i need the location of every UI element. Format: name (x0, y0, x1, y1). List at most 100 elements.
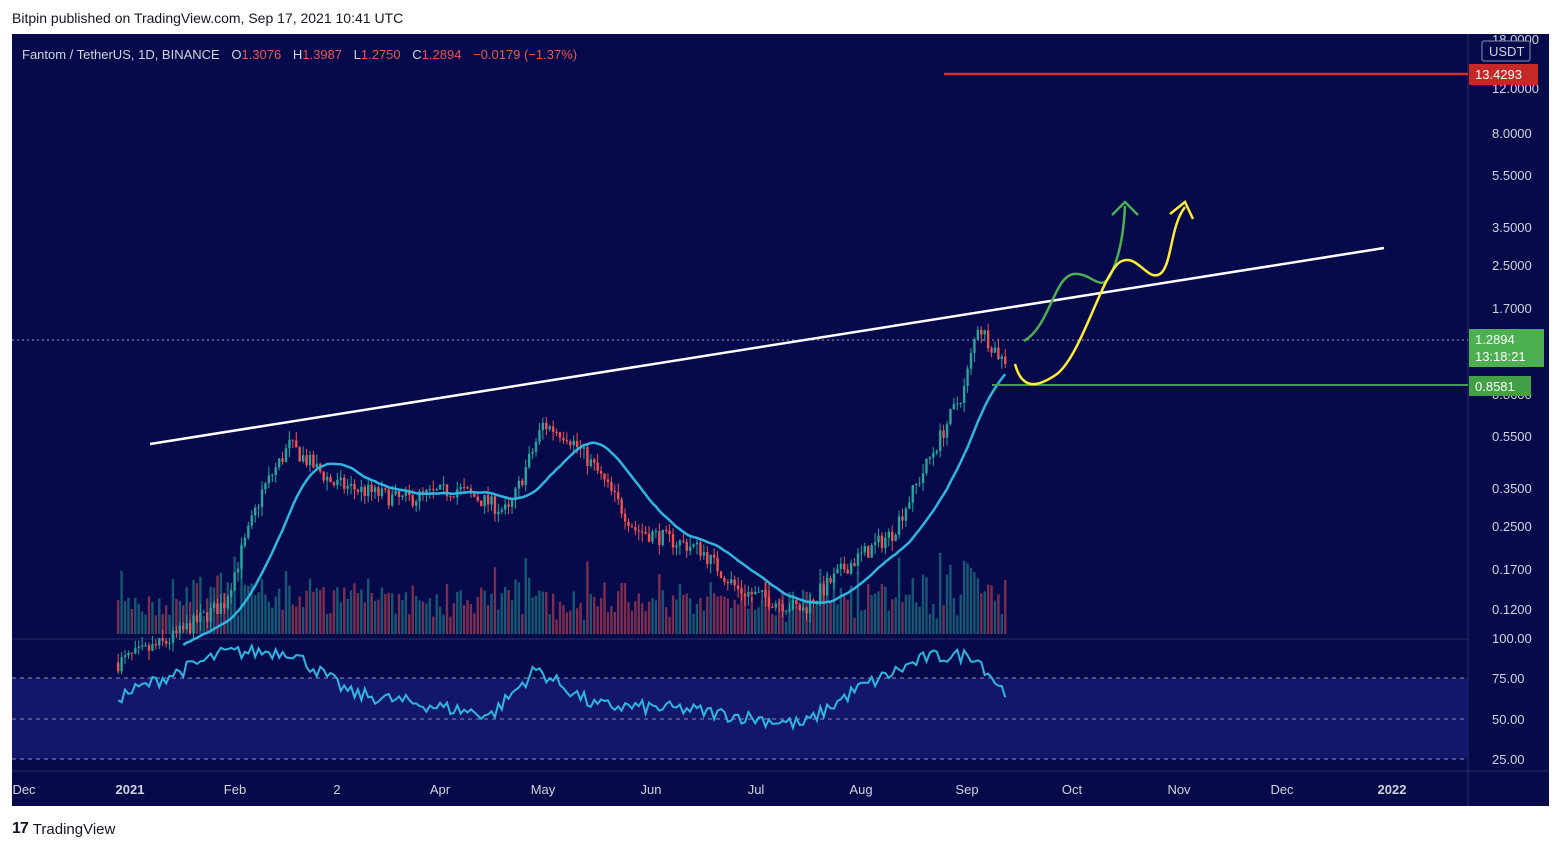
volume-bar (712, 593, 716, 634)
volume-bar (658, 573, 661, 634)
volume-bar (295, 606, 298, 634)
volume-bar (147, 596, 151, 634)
volume-bar (884, 586, 887, 634)
legend-symbol: Fantom / TetherUS, 1D, BINANCE (22, 47, 220, 62)
candle-body (305, 455, 308, 466)
volume-bar (329, 612, 332, 634)
candle (343, 473, 346, 494)
volume-bar (421, 601, 425, 634)
candle (545, 417, 548, 436)
legend: Fantom / TetherUS, 1D, BINANCE O1.3076 H… (22, 47, 577, 62)
candle-body (942, 430, 945, 438)
candle (517, 476, 521, 497)
candle (661, 529, 664, 547)
volume-bar (291, 604, 295, 634)
candle-body (438, 484, 442, 490)
candle-body (490, 496, 493, 505)
time-label: 2 (333, 782, 340, 797)
volume-bar (233, 556, 236, 634)
volume-bar (538, 590, 541, 634)
candle-body (555, 431, 558, 433)
volume-bar (325, 613, 329, 634)
candle (572, 435, 575, 453)
volume-bar (671, 595, 675, 634)
candle-body (185, 623, 188, 630)
candle-body (986, 330, 990, 349)
price-chart-svg[interactable]: Fantom / TetherUS, 1D, BINANCE O1.3076 H… (12, 32, 1549, 806)
candle-body (891, 531, 894, 541)
candle-body (599, 470, 603, 474)
volume-bar (911, 578, 914, 634)
legend-close-label: C (412, 47, 421, 62)
candle (897, 510, 901, 539)
volume-bar (565, 612, 569, 634)
candle (312, 450, 315, 469)
published-caption: Bitpin published on TradingView.com, Sep… (12, 10, 404, 26)
volume-bar (644, 611, 647, 634)
rsi-label: 75.00 (1492, 671, 1525, 686)
candle (116, 653, 120, 675)
time-axis[interactable]: Dec 2021 Feb 2 Apr May Jun Jul Aug Sep O… (12, 782, 1406, 797)
chart-area[interactable]: Fantom / TetherUS, 1D, BINANCE O1.3076 H… (12, 32, 1549, 806)
candle-body (897, 516, 901, 535)
volume-bar (880, 583, 884, 634)
volume-bar (908, 594, 911, 634)
rsi-label: 50.00 (1492, 712, 1525, 727)
volume-bar (897, 557, 901, 634)
time-label: 2021 (116, 782, 145, 797)
volume-bar (510, 600, 514, 634)
volume-bar (593, 596, 596, 634)
candle (651, 529, 654, 545)
candle-body (339, 477, 342, 480)
candle-body (668, 530, 671, 535)
candle (873, 533, 877, 554)
volume-bar (253, 595, 257, 634)
candle (747, 585, 750, 606)
candle (322, 470, 325, 484)
candle (634, 521, 637, 536)
volume-bar (849, 585, 853, 634)
tradingview-brand[interactable]: TradingView (32, 820, 116, 838)
volume-bar (473, 613, 476, 634)
candle (606, 473, 610, 488)
candle (682, 533, 685, 544)
candle-body (692, 544, 695, 547)
volume-bar (514, 579, 517, 634)
candle (699, 537, 702, 561)
yellow-projection-arrow[interactable] (1013, 206, 1187, 386)
moving-average-line (182, 373, 1007, 647)
volume-bar (140, 611, 144, 634)
candle (942, 424, 945, 447)
green-projection-arrow[interactable] (1023, 205, 1127, 343)
time-label: May (531, 782, 556, 797)
volume-bar (630, 610, 634, 634)
volume-bar (425, 603, 428, 634)
volume-bar (555, 619, 558, 634)
candle (990, 345, 993, 358)
candle-body (202, 612, 205, 614)
candle (867, 545, 870, 558)
candle-body (945, 424, 949, 438)
volume-bar (524, 558, 527, 634)
candle (730, 571, 733, 585)
candle (562, 431, 565, 445)
candle-body (853, 562, 856, 566)
volume-bar (243, 584, 247, 634)
candle-body (301, 455, 305, 462)
candle (928, 456, 932, 465)
candle-body (493, 496, 497, 515)
trendline[interactable] (149, 246, 1385, 446)
candle (870, 542, 873, 558)
candle-body (706, 552, 709, 565)
candle (541, 417, 545, 440)
volume-bar (545, 591, 548, 634)
volume-bar (298, 596, 301, 634)
legend-high-value: 1.3987 (302, 47, 342, 62)
price-axis[interactable]: 18.0000 12.0000 8.0000 5.5000 3.5000 2.5… (1492, 32, 1539, 617)
candle-body (771, 607, 774, 609)
time-label: Nov (1167, 782, 1191, 797)
candle (250, 510, 253, 530)
volume-bar (846, 599, 849, 634)
candle (743, 584, 747, 606)
candle (754, 586, 757, 595)
